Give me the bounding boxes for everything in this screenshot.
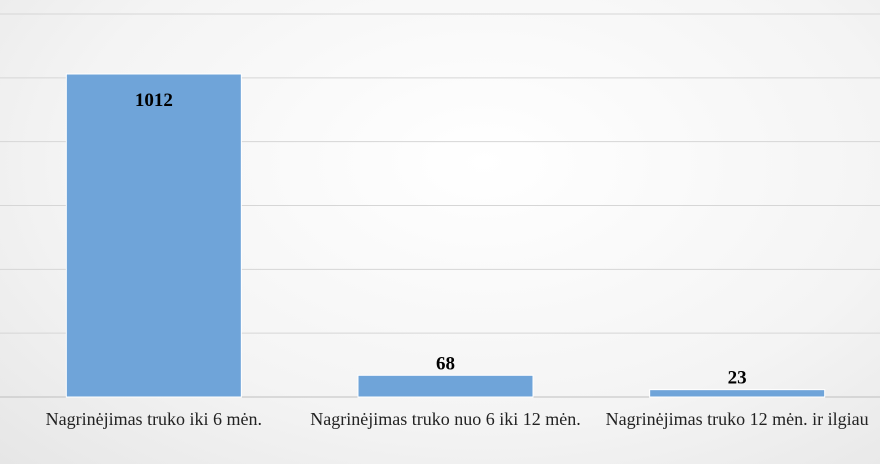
data-label: 68 [436, 353, 455, 374]
data-label: 1012 [135, 90, 173, 111]
bar [65, 73, 242, 398]
bar [357, 374, 534, 398]
bar [649, 389, 826, 398]
x-tick-label: Nagrinėjimas truko iki 6 mėn. [45, 409, 263, 429]
data-label: 23 [728, 368, 747, 389]
x-tick-label: Nagrinėjimas truko 12 mėn. ir ilgiau [605, 409, 869, 429]
x-tick-label: Nagrinėjimas truko nuo 6 iki 12 mėn. [310, 409, 581, 429]
